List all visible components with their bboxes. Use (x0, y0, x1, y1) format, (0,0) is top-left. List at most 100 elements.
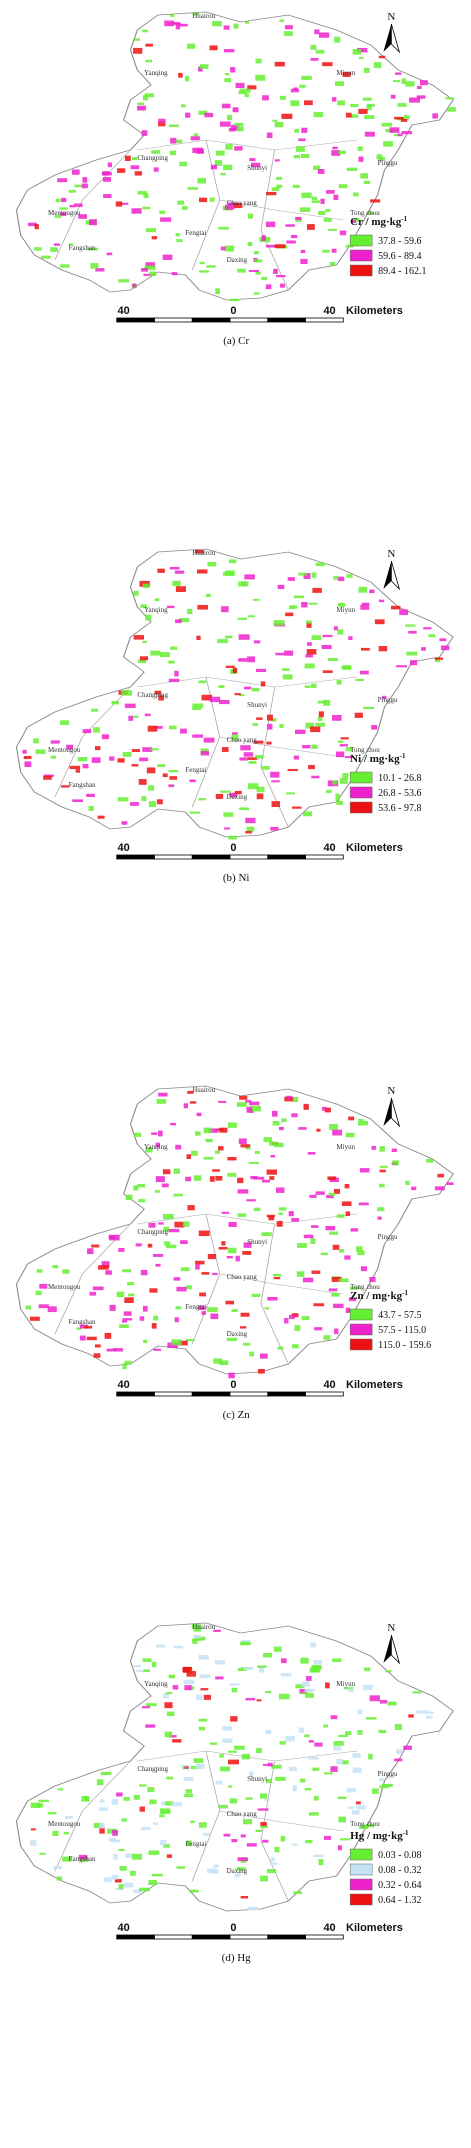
place-label: Fengtai (185, 229, 206, 237)
concentration-patch (274, 1846, 280, 1853)
concentration-patch (346, 1788, 356, 1793)
concentration-patch (361, 647, 370, 651)
concentration-patch (149, 271, 157, 277)
concentration-patch (311, 1225, 319, 1228)
concentration-patch (179, 618, 190, 623)
concentration-patch (169, 776, 178, 780)
concentration-patch (39, 1852, 46, 1855)
concentration-patch (179, 23, 188, 27)
concentration-patch (129, 1870, 136, 1876)
legend-title-sup: -1 (402, 1289, 408, 1297)
concentration-patch (123, 1796, 130, 1801)
concentration-patch (358, 108, 368, 114)
concentration-patch (38, 1799, 49, 1803)
concentration-patch (102, 171, 110, 176)
scale-label: 0 (230, 1379, 236, 1391)
concentration-patch (93, 1822, 103, 1828)
concentration-patch (158, 1222, 164, 1225)
concentration-patch (139, 1784, 147, 1787)
concentration-patch (107, 162, 112, 168)
concentration-patch (233, 203, 243, 209)
concentration-patch (331, 1276, 342, 1282)
concentration-patch (356, 1801, 361, 1805)
legend-title: Hg / mg·kg-1 (350, 1829, 409, 1842)
concentration-patch (184, 75, 190, 82)
concentration-patch (349, 114, 359, 118)
concentration-patch (147, 1243, 153, 1248)
concentration-patch (221, 1241, 226, 1246)
place-label: Yanqing (144, 69, 168, 77)
concentration-patch (225, 144, 233, 150)
concentration-patch (183, 1679, 195, 1685)
concentration-patch (157, 764, 166, 768)
concentration-patch (243, 1242, 252, 1248)
concentration-patch (191, 1150, 198, 1156)
concentration-patch (445, 97, 454, 100)
concentration-patch (168, 725, 177, 730)
concentration-patch (325, 1682, 330, 1689)
concentration-patch (52, 1830, 59, 1836)
concentration-patch (91, 757, 101, 763)
concentration-patch (80, 1857, 89, 1862)
concentration-patch (200, 751, 210, 756)
concentration-patch (238, 658, 247, 662)
concentration-patch (249, 1771, 254, 1778)
concentration-patch (30, 1839, 37, 1846)
concentration-patch (196, 1694, 203, 1701)
concentration-patch (260, 681, 266, 687)
place-label: Tong zhou (350, 1283, 380, 1291)
place-label: Pinggu (378, 1770, 398, 1778)
concentration-patch (253, 1176, 265, 1180)
legend-swatch (349, 234, 373, 247)
legend-label: 26.8 - 53.6 (378, 788, 421, 799)
concentration-patch (312, 587, 322, 593)
concentration-patch (223, 1833, 231, 1837)
concentration-patch (274, 159, 280, 162)
concentration-patch (292, 1785, 297, 1792)
district-lines (54, 1213, 358, 1365)
scale-segment (229, 317, 269, 323)
concentration-patch (111, 701, 119, 705)
concentration-patch (139, 757, 149, 762)
concentration-patch (352, 1767, 362, 1774)
concentration-patch (205, 1138, 213, 1143)
concentration-patch (221, 103, 231, 109)
concentration-patch (232, 667, 237, 674)
concentration-patch (341, 1760, 349, 1765)
concentration-patch (325, 1225, 336, 1231)
concentration-patch (133, 590, 139, 596)
concentration-patch (255, 74, 266, 81)
concentration-patch (86, 793, 95, 798)
legend-label: 0.32 - 0.64 (378, 1880, 421, 1891)
place-label: Huairou (192, 1623, 215, 1631)
concentration-patch (279, 19, 285, 23)
concentration-patch (306, 649, 317, 655)
north-label: N (387, 548, 395, 560)
concentration-patch (189, 1686, 195, 1690)
concentration-patch (225, 665, 235, 668)
concentration-patch (231, 124, 240, 131)
concentration-patch (336, 680, 342, 685)
concentration-patch (310, 1642, 317, 1648)
concentration-patch (218, 685, 225, 689)
concentration-patch (389, 127, 400, 133)
concentration-patch (381, 1783, 393, 1787)
concentration-patch (34, 224, 39, 230)
place-label: Pinggu (378, 159, 398, 167)
concentration-patch (271, 187, 280, 191)
concentration-patch (336, 1758, 344, 1765)
concentration-patch (315, 562, 325, 567)
place-label: Shunyi (247, 1775, 267, 1783)
concentration-patch (50, 740, 60, 744)
legend-swatch (349, 1338, 373, 1351)
concentration-patch (203, 737, 215, 743)
concentration-patch (33, 738, 39, 744)
concentration-patch (337, 629, 344, 635)
concentration-patch (87, 247, 99, 251)
concentration-patch (97, 815, 105, 819)
legend-title-text: Hg / mg·kg (350, 1830, 403, 1842)
concentration-patch (344, 1255, 351, 1260)
concentration-patch (292, 184, 300, 188)
concentration-patch (175, 586, 186, 592)
concentration-patch (147, 725, 158, 732)
